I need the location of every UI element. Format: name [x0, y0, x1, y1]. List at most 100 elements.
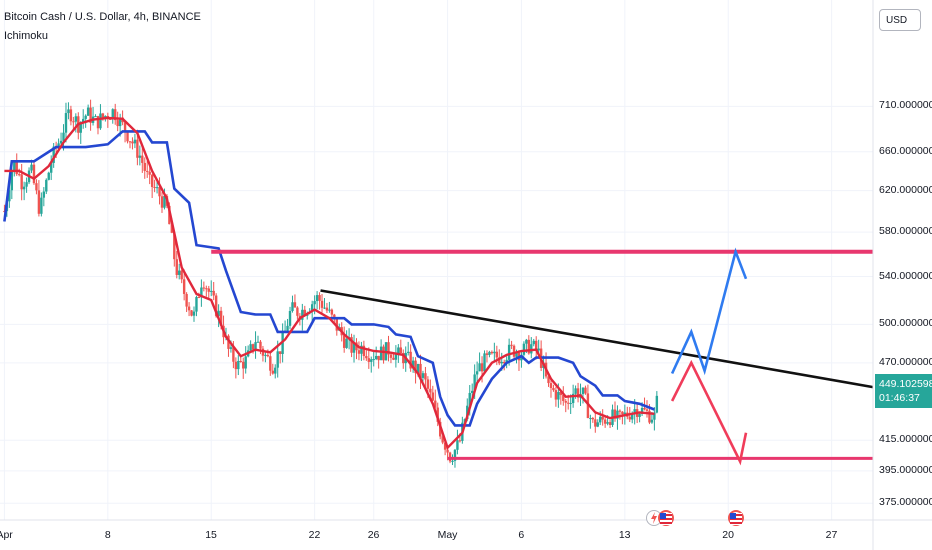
candle-body — [210, 290, 213, 292]
candle-body — [101, 113, 105, 118]
candle-body — [212, 290, 215, 296]
candle-body — [47, 172, 50, 180]
candle-body — [603, 419, 607, 424]
candle-body — [249, 344, 252, 351]
candle-body — [185, 293, 188, 307]
candle-body — [653, 412, 656, 420]
currency-button[interactable]: USD — [879, 9, 921, 31]
candle-body — [175, 259, 178, 275]
candle-body — [576, 388, 580, 398]
candle-body — [431, 392, 435, 401]
candle-body — [180, 270, 183, 280]
candle-body — [32, 164, 36, 184]
candle-body — [468, 392, 471, 406]
candle-body — [35, 183, 38, 191]
candle-body — [453, 449, 457, 461]
candle-body — [535, 340, 538, 351]
candle-body — [564, 400, 567, 403]
candle-body — [470, 390, 474, 393]
candle-body — [195, 297, 198, 312]
candle-body — [594, 419, 597, 427]
candle-body — [182, 279, 186, 294]
candle-body — [131, 141, 134, 144]
candle-body — [370, 359, 373, 362]
candle-body — [25, 182, 28, 187]
candle-body — [382, 346, 385, 361]
candle-body — [271, 370, 274, 374]
candle-body — [650, 419, 654, 423]
candle-body — [507, 344, 511, 360]
candle-body — [571, 393, 575, 404]
candle-body — [389, 354, 393, 358]
candle-body — [237, 360, 240, 370]
candle-body — [143, 162, 146, 171]
candle-body — [591, 417, 595, 420]
candle-body — [146, 170, 149, 172]
candle-body — [79, 122, 82, 133]
candle-body — [207, 288, 210, 292]
price-tick-label: 540.000000 — [879, 269, 932, 282]
candle-body — [291, 302, 294, 312]
candle-body — [138, 155, 142, 158]
candle-body — [227, 335, 230, 349]
candle-body — [601, 416, 604, 420]
time-tick-label: May — [437, 529, 458, 541]
indicator-label[interactable]: Ichimoku — [4, 30, 49, 42]
candle-body — [441, 436, 444, 443]
candle-body — [495, 351, 499, 358]
candle-body — [18, 174, 21, 176]
candle-body — [37, 190, 41, 214]
candle-body — [616, 410, 619, 419]
price-tick-label: 660.000000 — [879, 144, 932, 157]
base-line — [3, 130, 655, 427]
candle-body — [133, 139, 137, 144]
candle-body — [163, 195, 166, 208]
candle-body — [197, 297, 201, 299]
candle-body — [170, 224, 174, 233]
candle-body — [559, 392, 563, 396]
candle-body — [219, 310, 223, 326]
bar-countdown: 01:46:37 — [879, 392, 920, 404]
candle-body — [402, 353, 405, 364]
candle-body — [251, 344, 255, 350]
candle-body — [173, 232, 176, 260]
candle-body — [328, 309, 331, 311]
candle-body — [490, 351, 494, 354]
time-tick-label: Apr — [0, 529, 13, 541]
candle-body — [301, 309, 304, 320]
candle-body — [10, 170, 14, 191]
candle-body — [409, 351, 412, 369]
candle-body — [104, 115, 107, 118]
candle-body — [527, 339, 531, 354]
candle-body — [557, 392, 560, 400]
candle-body — [278, 351, 282, 354]
candle-body — [274, 367, 277, 374]
candle-body — [345, 338, 348, 348]
candle-body — [109, 119, 112, 121]
price-tick-label: 580.000000 — [879, 225, 932, 238]
candle-body — [623, 412, 627, 415]
candle-body — [111, 109, 114, 120]
candle-body — [510, 344, 513, 346]
candle-body — [335, 318, 338, 331]
candle-body — [315, 295, 319, 302]
us-flag-icon[interactable] — [727, 510, 744, 527]
candle-body — [190, 310, 193, 316]
candle-body — [150, 174, 154, 188]
candle-body — [581, 387, 585, 395]
candle-body — [424, 373, 427, 380]
candle-body — [99, 113, 102, 129]
us-flag-icon[interactable] — [658, 510, 675, 527]
candle-body — [286, 325, 289, 331]
candle-body — [293, 302, 297, 308]
candle-body — [414, 360, 417, 374]
candle-body — [429, 388, 432, 393]
candle-body — [318, 295, 321, 301]
candle-body — [8, 190, 11, 202]
candle-body — [69, 109, 73, 122]
candle-body — [352, 342, 356, 353]
candle-body — [118, 117, 122, 127]
candle-body — [606, 422, 609, 424]
candle-body — [613, 409, 617, 419]
